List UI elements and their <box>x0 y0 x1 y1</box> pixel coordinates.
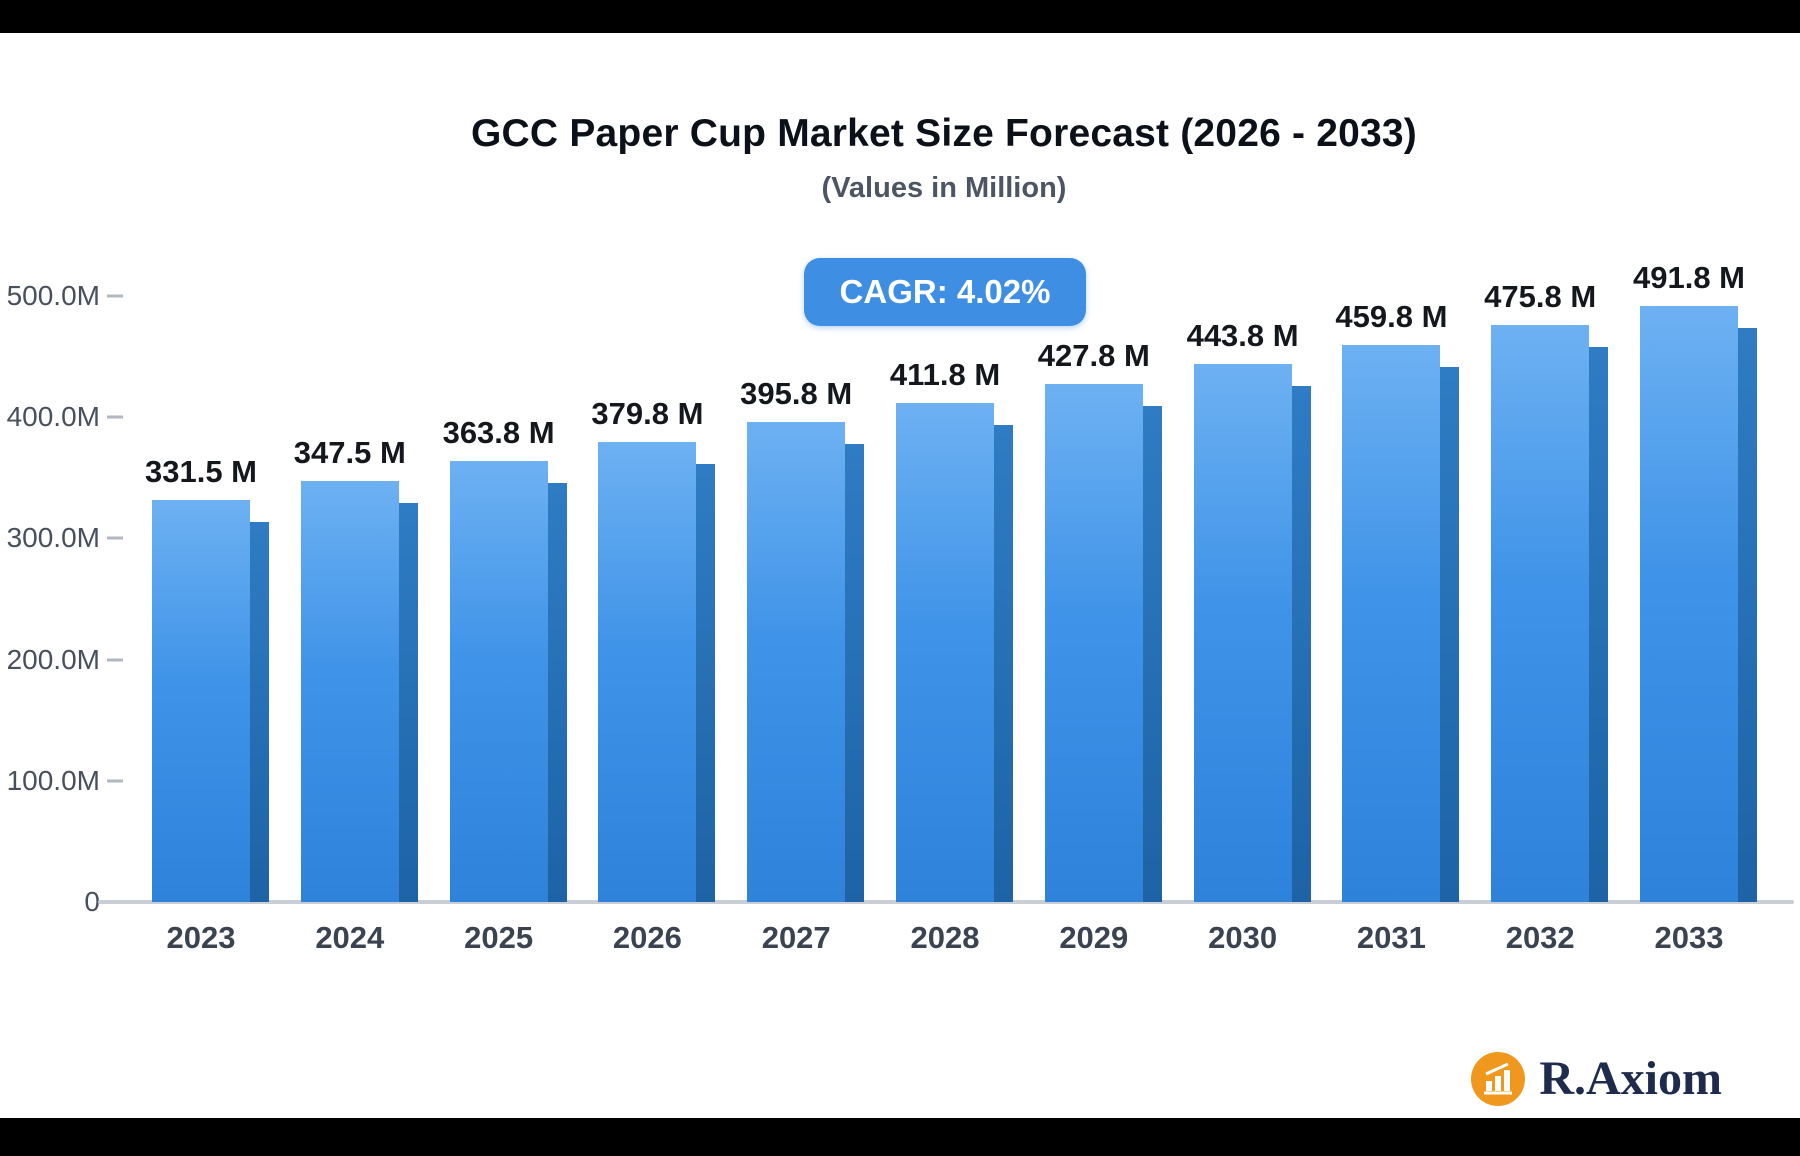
bar-group: 363.8 M <box>443 415 567 902</box>
y-axis-label: 500.0M <box>6 280 100 311</box>
y-axis-label: 200.0M <box>6 643 100 675</box>
bar-value-label: 379.8 M <box>591 395 704 431</box>
bar-side-shadow <box>547 483 567 902</box>
bar-value-label: 427.8 M <box>1037 337 1150 373</box>
brand-logo-text: R.Axiom <box>1539 1052 1722 1105</box>
bar-group: 347.5 M <box>294 435 418 902</box>
brand-logo: R.Axiom <box>1469 1048 1722 1110</box>
bar-side-shadow <box>250 522 269 902</box>
bar-chart-logo-icon <box>1471 1052 1526 1106</box>
x-axis-label: 2032 <box>1505 920 1575 955</box>
chart-title: GCC Paper Cup Market Size Forecast (2026… <box>471 112 1417 155</box>
bar-group: 443.8 M <box>1187 318 1311 902</box>
bar-side-shadow <box>1589 347 1609 902</box>
y-axis-tick <box>107 415 123 419</box>
bar-value-label: 395.8 M <box>740 376 853 412</box>
cagr-badge: CAGR: 4.02% <box>804 258 1086 326</box>
y-axis-label: 400.0M <box>6 401 100 433</box>
cagr-badge-label: CAGR: 4.02% <box>839 273 1051 310</box>
x-axis-label: 2025 <box>464 920 534 955</box>
x-axis-label: 2027 <box>761 920 831 955</box>
bar-group: 459.8 M <box>1335 299 1460 902</box>
x-axis-label: 2026 <box>612 920 682 955</box>
chart-subtitle: (Values in Million) <box>821 172 1067 204</box>
bar <box>1342 344 1441 902</box>
bar-side-shadow <box>1291 386 1311 902</box>
bar <box>747 422 846 902</box>
bar-side-shadow <box>845 444 865 902</box>
y-axis-tick <box>107 658 123 662</box>
bar-value-label: 491.8 M <box>1632 259 1745 295</box>
x-axis-label: 2028 <box>910 920 980 955</box>
x-axis-label: 2023 <box>166 920 236 955</box>
y-axis-tick <box>107 294 123 298</box>
bar-group: 395.8 M <box>740 376 865 902</box>
bar-group: 427.8 M <box>1038 338 1162 902</box>
bar <box>1640 305 1738 902</box>
bar-side-shadow <box>1440 366 1460 902</box>
x-axis-label: 2030 <box>1208 920 1278 955</box>
bar-side-shadow <box>994 424 1013 902</box>
bar-value-label: 347.5 M <box>293 434 406 470</box>
bar <box>896 402 994 902</box>
bar-group: 491.8 M <box>1633 260 1757 902</box>
bar-side-shadow <box>1738 327 1757 902</box>
x-axis-label: 2031 <box>1356 920 1426 955</box>
y-axis-label: 300.0M <box>6 522 100 554</box>
bar-value-label: 363.8 M <box>442 415 555 451</box>
bottom-letterbox-bar <box>0 1118 1800 1156</box>
top-letterbox-bar <box>0 0 1800 33</box>
bar <box>1491 325 1590 902</box>
bar-group: 411.8 M <box>890 357 1013 902</box>
bar-value-label: 443.8 M <box>1186 318 1299 354</box>
bar-group: 379.8 M <box>591 396 716 902</box>
x-axis-label: 2033 <box>1654 920 1724 955</box>
y-axis-label: 100.0M <box>6 764 100 796</box>
bar-value-label: 411.8 M <box>889 356 1001 392</box>
bar <box>598 441 697 902</box>
x-axis-label: 2029 <box>1059 920 1129 955</box>
bar <box>152 500 250 902</box>
bar <box>300 480 399 902</box>
bar-value-label: 331.5 M <box>144 454 257 490</box>
bar <box>1193 364 1292 902</box>
x-axis-baseline <box>98 900 1794 904</box>
bar-side-shadow <box>1142 405 1162 902</box>
bar <box>449 461 548 902</box>
bar-group: 475.8 M <box>1484 279 1609 902</box>
y-axis-tick <box>107 536 123 540</box>
x-axis-label: 2024 <box>315 920 385 955</box>
bar-value-label: 475.8 M <box>1484 279 1597 315</box>
bar-side-shadow <box>696 463 716 902</box>
bar-value-label: 459.8 M <box>1335 298 1448 334</box>
bar <box>1044 383 1143 902</box>
y-axis-tick <box>107 779 123 783</box>
y-axis-label: 0 <box>84 886 100 917</box>
bar-side-shadow <box>398 502 418 902</box>
bar-group: 331.5 M <box>145 454 269 902</box>
